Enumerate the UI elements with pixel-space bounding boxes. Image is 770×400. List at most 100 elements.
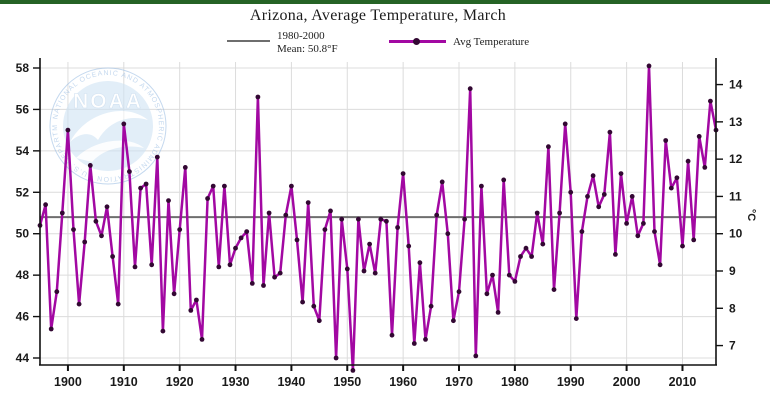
- chart-title: Arizona, Average Temperature, March: [249, 7, 507, 24]
- data-point-marker: [395, 225, 400, 230]
- data-point-marker: [624, 221, 629, 226]
- noaa-ring-outline: [49, 67, 167, 185]
- data-point-marker: [76, 301, 82, 307]
- y-axis-label-f: 44: [16, 351, 30, 365]
- data-point-marker: [244, 229, 250, 235]
- data-point-marker: [166, 198, 171, 204]
- data-point-marker: [188, 308, 194, 313]
- data-point-marker: [99, 233, 104, 239]
- x-axis-label: 2010: [669, 375, 697, 389]
- data-point-marker: [311, 303, 317, 309]
- data-point-marker: [93, 218, 99, 224]
- y-axis-label-c: 9: [729, 264, 736, 278]
- data-point-marker: [428, 303, 434, 309]
- x-axis-label: 1920: [166, 375, 194, 389]
- data-point-marker: [512, 279, 518, 284]
- x-axis-label: 1910: [110, 375, 138, 389]
- data-point-marker: [573, 316, 579, 321]
- data-point-marker: [652, 229, 657, 235]
- top-accent-bar: [0, 0, 770, 4]
- data-point-marker: [43, 202, 48, 208]
- data-point-marker: [406, 243, 412, 249]
- data-point-marker: [434, 212, 440, 218]
- data-point-marker: [222, 183, 227, 189]
- data-point-marker: [316, 318, 322, 324]
- data-point-marker: [233, 245, 238, 251]
- y-axis-label-f: 52: [16, 185, 30, 199]
- legend-mean-label-line2: Mean: 50.8°F: [277, 42, 338, 55]
- data-point-marker: [132, 264, 138, 270]
- data-point-marker: [199, 337, 205, 342]
- data-point-marker: [696, 134, 702, 139]
- data-point-marker: [121, 121, 127, 127]
- data-point-marker: [657, 262, 663, 268]
- data-point-marker: [361, 268, 367, 274]
- data-point-marker: [182, 165, 188, 170]
- data-point-marker: [171, 291, 177, 297]
- data-point-marker: [367, 241, 372, 247]
- data-point-marker: [635, 233, 641, 239]
- data-point-marker: [104, 204, 110, 210]
- data-point-marker: [708, 98, 713, 104]
- x-axis-label: 1960: [389, 375, 417, 389]
- data-point-marker: [529, 254, 534, 259]
- data-point-marker: [451, 318, 456, 324]
- data-point-marker: [305, 200, 311, 206]
- y-axis-unit-right: °C: [745, 209, 757, 221]
- data-point-marker: [473, 353, 479, 359]
- data-point-marker: [579, 229, 585, 235]
- x-axis-label: 1990: [557, 375, 585, 389]
- data-point-marker: [160, 328, 166, 334]
- data-point-marker: [557, 210, 562, 216]
- data-point-marker: [691, 237, 697, 243]
- series-line-swatch: [389, 38, 446, 45]
- y-axis-label-f: 54: [16, 144, 30, 158]
- y-axis-label-f: 46: [16, 310, 30, 324]
- data-point-marker: [668, 185, 674, 191]
- data-point-marker: [495, 310, 501, 315]
- data-point-marker: [177, 227, 183, 233]
- data-point-marker: [596, 204, 602, 210]
- data-point-marker: [423, 337, 428, 342]
- data-point-marker: [71, 227, 76, 233]
- data-point-marker: [54, 289, 60, 295]
- data-point-marker: [249, 281, 255, 286]
- data-point-marker: [216, 264, 222, 270]
- data-point-marker: [445, 231, 451, 237]
- x-axis-label: 1930: [222, 375, 250, 389]
- data-point-marker: [590, 173, 596, 179]
- noaa-wordmark: NOAA: [73, 90, 143, 113]
- data-point-marker: [484, 291, 490, 297]
- data-point-marker: [322, 227, 328, 233]
- data-point-marker: [585, 194, 590, 199]
- data-point-marker: [646, 63, 652, 69]
- data-point-marker: [456, 289, 462, 295]
- y-axis-label-f: 58: [16, 61, 30, 75]
- data-point-marker: [607, 129, 613, 135]
- data-point-marker: [400, 171, 406, 177]
- data-point-marker: [344, 266, 350, 272]
- data-point-marker: [65, 127, 71, 133]
- data-point-marker: [110, 254, 115, 259]
- y-axis-label-c: 8: [729, 301, 736, 315]
- data-point-marker: [551, 287, 557, 292]
- data-point-marker: [300, 299, 305, 305]
- data-point-marker: [255, 94, 261, 100]
- data-point-marker: [384, 218, 389, 224]
- data-point-marker: [601, 192, 607, 197]
- data-point-marker: [126, 169, 132, 175]
- x-axis-label: 1980: [501, 375, 529, 389]
- data-point-marker: [266, 210, 272, 216]
- data-point-marker: [417, 260, 423, 266]
- data-point-marker: [540, 241, 546, 247]
- series-marker-dot-icon: [413, 38, 420, 45]
- y-axis-label-c: 11: [729, 189, 742, 203]
- data-point-marker: [372, 270, 378, 276]
- data-point-marker: [674, 175, 680, 181]
- data-point-marker: [356, 216, 361, 222]
- data-point-marker: [546, 144, 551, 150]
- data-point-marker: [501, 177, 507, 183]
- legend-mean-label-line1: 1980-2000: [277, 30, 325, 42]
- legend: 1980-2000 Mean: 50.8°F Avg Temperature: [0, 0, 770, 58]
